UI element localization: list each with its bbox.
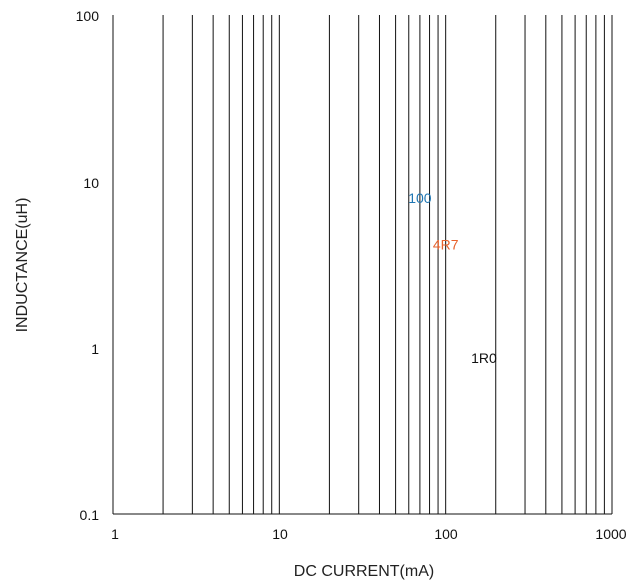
x-tick-label: 100 — [434, 526, 458, 542]
series-label-1r0: 1R0 — [471, 350, 497, 366]
y-tick-label: 100 — [76, 8, 100, 24]
series-label-100: 100 — [408, 190, 432, 206]
y-tick-label: 0.1 — [80, 507, 100, 523]
grid-lines — [162, 15, 613, 514]
axes — [112, 15, 612, 515]
x-tick-label: 1 — [111, 526, 119, 542]
x-tick-label: 1000 — [595, 526, 626, 542]
tick-labels: 100 10 1 0.1 1 10 100 1000 — [76, 8, 627, 542]
y-tick-label: 10 — [83, 175, 99, 191]
y-tick-label: 1 — [91, 341, 99, 357]
x-tick-label: 10 — [272, 526, 288, 542]
x-axis-title: DC CURRENT(mA) — [294, 563, 434, 580]
series-labels: 100 4R7 1R0 — [408, 190, 497, 366]
series-label-4r7: 4R7 — [433, 236, 459, 252]
y-axis-title: INDUCTANCE(uH) — [14, 198, 31, 333]
